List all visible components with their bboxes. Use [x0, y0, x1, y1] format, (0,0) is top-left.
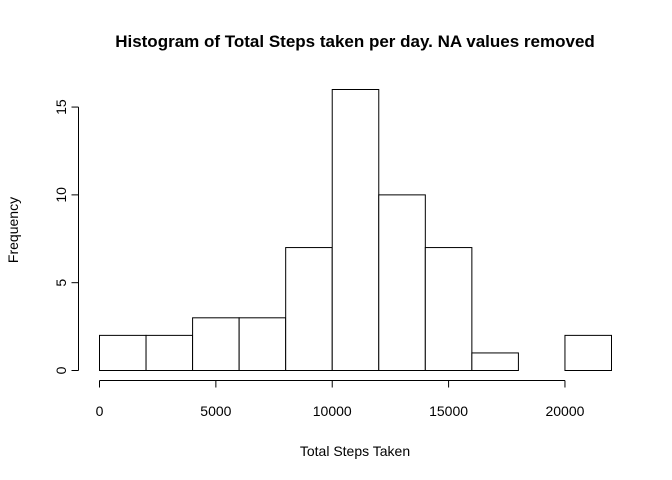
- x-tick-label-1: 5000: [200, 403, 231, 419]
- histogram-bar-3: [238, 317, 287, 371]
- y-tick-label-2: 10: [53, 187, 69, 203]
- chart-title: Histogram of Total Steps taken per day. …: [115, 32, 595, 51]
- bars-group: [99, 89, 612, 371]
- histogram-bar-4: [285, 247, 333, 371]
- y-axis-label: Frequency: [5, 197, 21, 263]
- x-tick-label-4: 20000: [545, 403, 584, 419]
- histogram-bar-1: [145, 334, 194, 371]
- x-axis: 0 5000 10000 15000 20000: [96, 380, 585, 419]
- histogram-bar-5: [331, 89, 380, 371]
- x-tick-label-3: 15000: [429, 403, 468, 419]
- x-tick-label-0: 0: [96, 403, 104, 419]
- y-tick-label-3: 15: [53, 99, 69, 115]
- x-axis-label: Total Steps Taken: [300, 443, 410, 459]
- histogram-bar-0: [99, 334, 147, 371]
- x-tick-label-2: 10000: [313, 403, 352, 419]
- histogram-bar-2: [192, 317, 240, 371]
- histogram-bar-7: [424, 247, 473, 371]
- histogram-bar-10: [564, 334, 612, 371]
- y-axis: 0 5 10 15: [53, 99, 79, 374]
- y-tick-label-1: 5: [53, 279, 69, 287]
- histogram-bar-6: [378, 194, 426, 371]
- histogram-bar-8: [471, 352, 519, 371]
- y-tick-label-0: 0: [53, 366, 69, 374]
